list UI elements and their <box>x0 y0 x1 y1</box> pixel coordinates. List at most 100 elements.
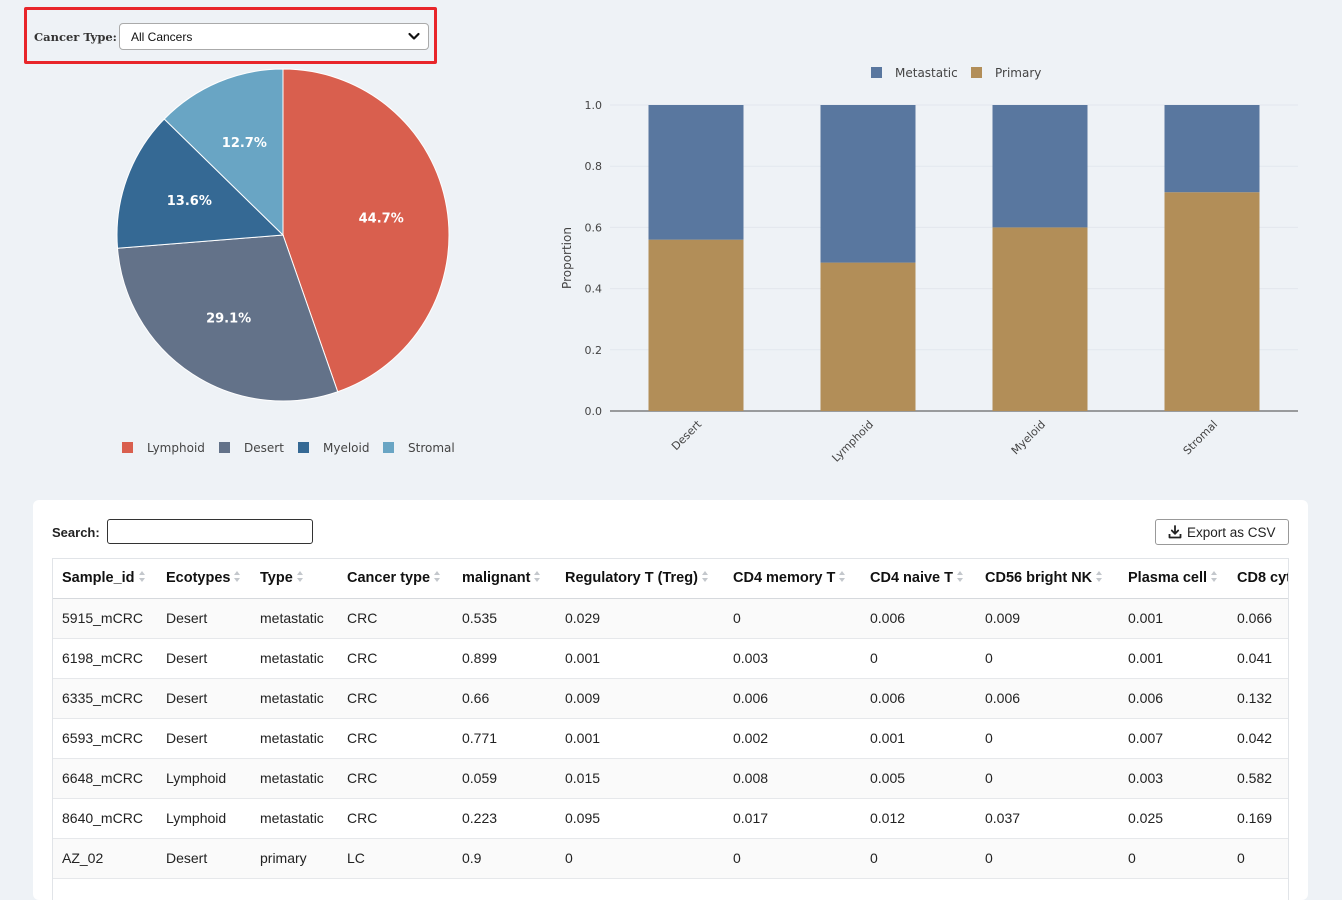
data-table-scroll[interactable]: Sample_id Ecotypes Type Cancer type malignan… <box>52 558 1289 900</box>
column-header-malignant[interactable]: malignant <box>453 559 556 599</box>
table-cell: CRC <box>338 598 453 639</box>
cancer-type-select[interactable]: All Cancers <box>119 23 429 50</box>
bar-metastatic-myeloid[interactable] <box>992 105 1088 228</box>
pie-slice-lymphoid[interactable] <box>282 68 450 393</box>
bar-y-tick-label: 0.6 <box>585 221 603 234</box>
column-header-cd56-bright-nk[interactable]: CD56 bright NK <box>976 559 1119 599</box>
table-cell: 0.771 <box>453 718 556 759</box>
table-cell: CRC <box>338 678 453 719</box>
bar-y-axis-label: Proportion <box>560 227 574 289</box>
bar-legend-swatch <box>871 67 882 78</box>
table-cell: 5915_mCRC <box>53 598 157 639</box>
pie-slice-myeloid[interactable] <box>116 118 285 249</box>
bar-primary-myeloid[interactable] <box>992 227 1088 411</box>
column-header-label: CD4 naive T <box>870 570 953 587</box>
pie-legend-item-myeloid[interactable]: Myeloid <box>298 441 369 455</box>
pie-legend-label: Desert <box>244 441 284 455</box>
table-cell: 0 <box>1119 838 1228 879</box>
bar-primary-lymphoid[interactable] <box>820 262 916 411</box>
pie-legend-swatch <box>219 442 230 453</box>
table-cell: metastatic <box>251 638 338 679</box>
table-row[interactable]: AZ_02 Desert primary LC 0.9 0 0 0 0 0 0 <box>53 838 1288 879</box>
pie-legend-swatch <box>122 442 133 453</box>
pie-legend-swatch <box>383 442 394 453</box>
table-cell: Lymphoid <box>157 798 251 839</box>
bar-metastatic-desert[interactable] <box>648 105 744 240</box>
table-cell: 0.006 <box>724 678 861 719</box>
column-header-cd8-cytotoxic-t[interactable]: CD8 cytotoxic T <box>1228 559 1288 599</box>
table-row[interactable]: 6335_mCRC Desert metastatic CRC 0.66 0.009 0.0… <box>53 678 1288 719</box>
sort-icon <box>234 571 241 583</box>
table-cell: CRC <box>338 758 453 799</box>
table-cell: 0 <box>556 838 724 879</box>
pie-slice-stromal[interactable] <box>163 68 284 237</box>
bar-legend-label: Primary <box>995 66 1041 80</box>
bar-x-tick-label: Myeloid <box>1009 418 1048 457</box>
download-icon <box>1168 525 1182 539</box>
table-cell: 0.001 <box>1119 638 1228 679</box>
table-cell: 0.132 <box>1228 678 1288 719</box>
column-header-ecotypes[interactable]: Ecotypes <box>157 559 251 599</box>
pie-legend-label: Lymphoid <box>147 441 205 455</box>
table-row[interactable]: 5915_mCRC Desert metastatic CRC 0.535 0.029 0 0… <box>53 598 1288 639</box>
bar-primary-desert[interactable] <box>648 239 744 411</box>
table-cell: 0.059 <box>453 758 556 799</box>
table-cell: 0.003 <box>724 638 861 679</box>
table-cell: 0.006 <box>1119 678 1228 719</box>
column-header-sample-id[interactable]: Sample_id <box>53 559 157 599</box>
ecotype-type-bar-chart: 0.0 0.2 0.4 0.6 0.8 1.0 Proportion Desert Lympho… <box>560 66 1298 465</box>
table-cell: 8640_mCRC <box>53 798 157 839</box>
pie-slice-desert[interactable] <box>116 234 339 402</box>
table-cell: 0.015 <box>556 758 724 799</box>
column-header-label: Sample_id <box>62 570 135 587</box>
table-cell: 0.009 <box>556 678 724 719</box>
table-cell: 0 <box>976 638 1119 679</box>
pie-legend-item-stromal[interactable]: Stromal <box>383 441 455 455</box>
column-header-type[interactable]: Type <box>251 559 338 599</box>
pie-legend-item-desert[interactable]: Desert <box>219 441 284 455</box>
table-cell: 0.66 <box>453 678 556 719</box>
sort-icon <box>1211 571 1217 583</box>
table-cell: 0.9 <box>453 838 556 879</box>
column-header-cd4-naive-t[interactable]: CD4 naive T <box>861 559 976 599</box>
column-header-regulatory-t-treg[interactable]: Regulatory T (Treg) <box>556 559 724 599</box>
cancer-type-selected-value: All Cancers <box>131 30 193 44</box>
column-header-label: Regulatory T (Treg) <box>565 570 698 587</box>
table-row[interactable]: 8640_mCRC Lymphoid metastatic CRC 0.223 0.095… <box>53 798 1288 839</box>
column-header-label: Cancer type <box>347 570 431 587</box>
table-row[interactable]: 6198_mCRC Desert metastatic CRC 0.899 0.001 0.… <box>53 638 1288 679</box>
sort-icon <box>534 571 541 583</box>
table-cell: 0.029 <box>556 598 724 639</box>
table-cell: Desert <box>157 678 251 719</box>
sort-icon <box>434 571 441 583</box>
column-header-plasma-cell[interactable]: Plasma cell <box>1119 559 1228 599</box>
bar-metastatic-stromal[interactable] <box>1164 105 1260 193</box>
sort-icon <box>1096 571 1103 583</box>
table-cell: 6648_mCRC <box>53 758 157 799</box>
search-label: Search: <box>52 525 100 540</box>
search-input[interactable] <box>107 519 313 544</box>
table-row[interactable]: 6593_mCRC Desert metastatic CRC 0.771 0.001 0.… <box>53 718 1288 759</box>
table-cell: metastatic <box>251 798 338 839</box>
bar-legend-item-primary[interactable]: Primary <box>971 66 1041 80</box>
cancer-type-label: Cancer Type: <box>34 30 117 44</box>
data-table: Sample_id Ecotypes Type Cancer type malignan… <box>53 559 1288 879</box>
table-cell: 0 <box>1228 838 1288 879</box>
bar-y-tick-label: 0.8 <box>585 160 603 173</box>
table-row[interactable]: 6648_mCRC Lymphoid metastatic CRC 0.059 0.015… <box>53 758 1288 799</box>
bar-metastatic-lymphoid[interactable] <box>820 105 916 263</box>
export-csv-button[interactable]: Export as CSV <box>1155 519 1289 545</box>
cancer-type-filter: Cancer Type: All Cancers <box>24 7 437 64</box>
table-cell: 0 <box>976 838 1119 879</box>
column-header-cancer-type[interactable]: Cancer type <box>338 559 453 599</box>
table-cell: primary <box>251 838 338 879</box>
table-cell: 0 <box>976 718 1119 759</box>
column-header-cd4-memory-t[interactable]: CD4 memory T <box>724 559 861 599</box>
table-cell: 0.006 <box>976 678 1119 719</box>
table-cell: 0 <box>724 598 861 639</box>
bar-legend-item-metastatic[interactable]: Metastatic <box>871 66 958 80</box>
table-cell: Desert <box>157 718 251 759</box>
pie-legend-item-lymphoid[interactable]: Lymphoid <box>122 441 205 455</box>
bar-primary-stromal[interactable] <box>1164 192 1260 411</box>
table-cell: 0.169 <box>1228 798 1288 839</box>
